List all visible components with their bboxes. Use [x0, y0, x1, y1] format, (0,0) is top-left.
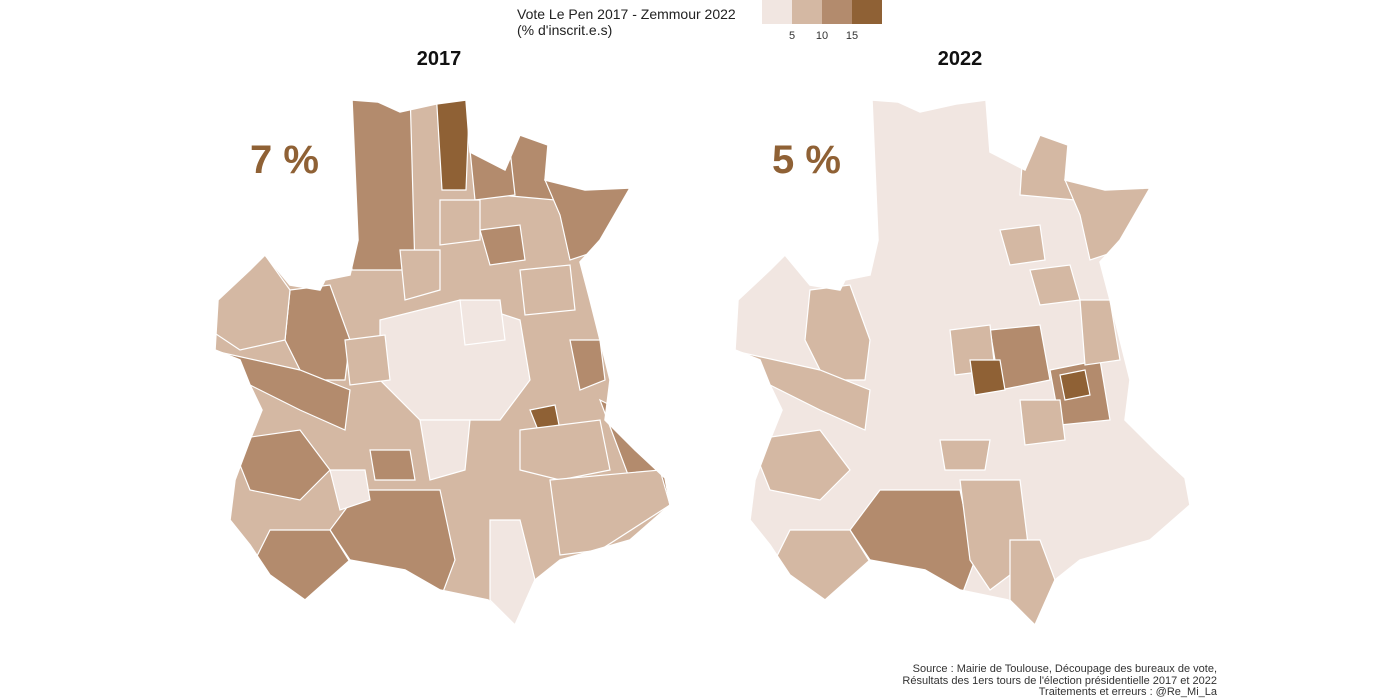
overall-value-2022: 5 %	[772, 138, 841, 182]
caption-line3: Traitements et erreurs : @Re_Mi_La	[1038, 686, 1217, 698]
legend-title: Vote Le Pen 2017 - Zemmour 2022 (% d'ins…	[517, 6, 736, 38]
legend-swatch-2	[792, 0, 822, 24]
facet-title-2017: 2017	[416, 48, 462, 70]
caption-line1: Source : Mairie de Toulouse, Découpage d…	[912, 663, 1217, 675]
legend-color-bar	[762, 0, 882, 24]
legend-tick-5: 5	[788, 30, 796, 42]
map-toulouse-2017	[214, 99, 671, 627]
legend-title-line1: Vote Le Pen 2017 - Zemmour 2022	[517, 6, 736, 22]
facet-title-2022: 2022	[937, 48, 983, 70]
legend-swatch-1	[762, 0, 792, 24]
legend-tick-10: 10	[815, 30, 829, 42]
legend-swatch-3	[822, 0, 852, 24]
overall-value-2017: 7 %	[250, 138, 319, 182]
legend-tick-15: 15	[845, 30, 859, 42]
map-panel-2017: 2017 7 %	[0, 0, 700, 640]
map-toulouse-2022	[734, 99, 1191, 627]
legend-title-line2: (% d'inscrit.e.s)	[517, 22, 613, 38]
caption-line2: Résultats des 1ers tours de l'élection p…	[902, 674, 1217, 687]
map-panel-2022: 2022 5 %	[700, 0, 1400, 640]
legend-swatch-4	[852, 0, 882, 24]
source-caption: Source : Mairie de Toulouse, Découpage d…	[902, 663, 1217, 699]
